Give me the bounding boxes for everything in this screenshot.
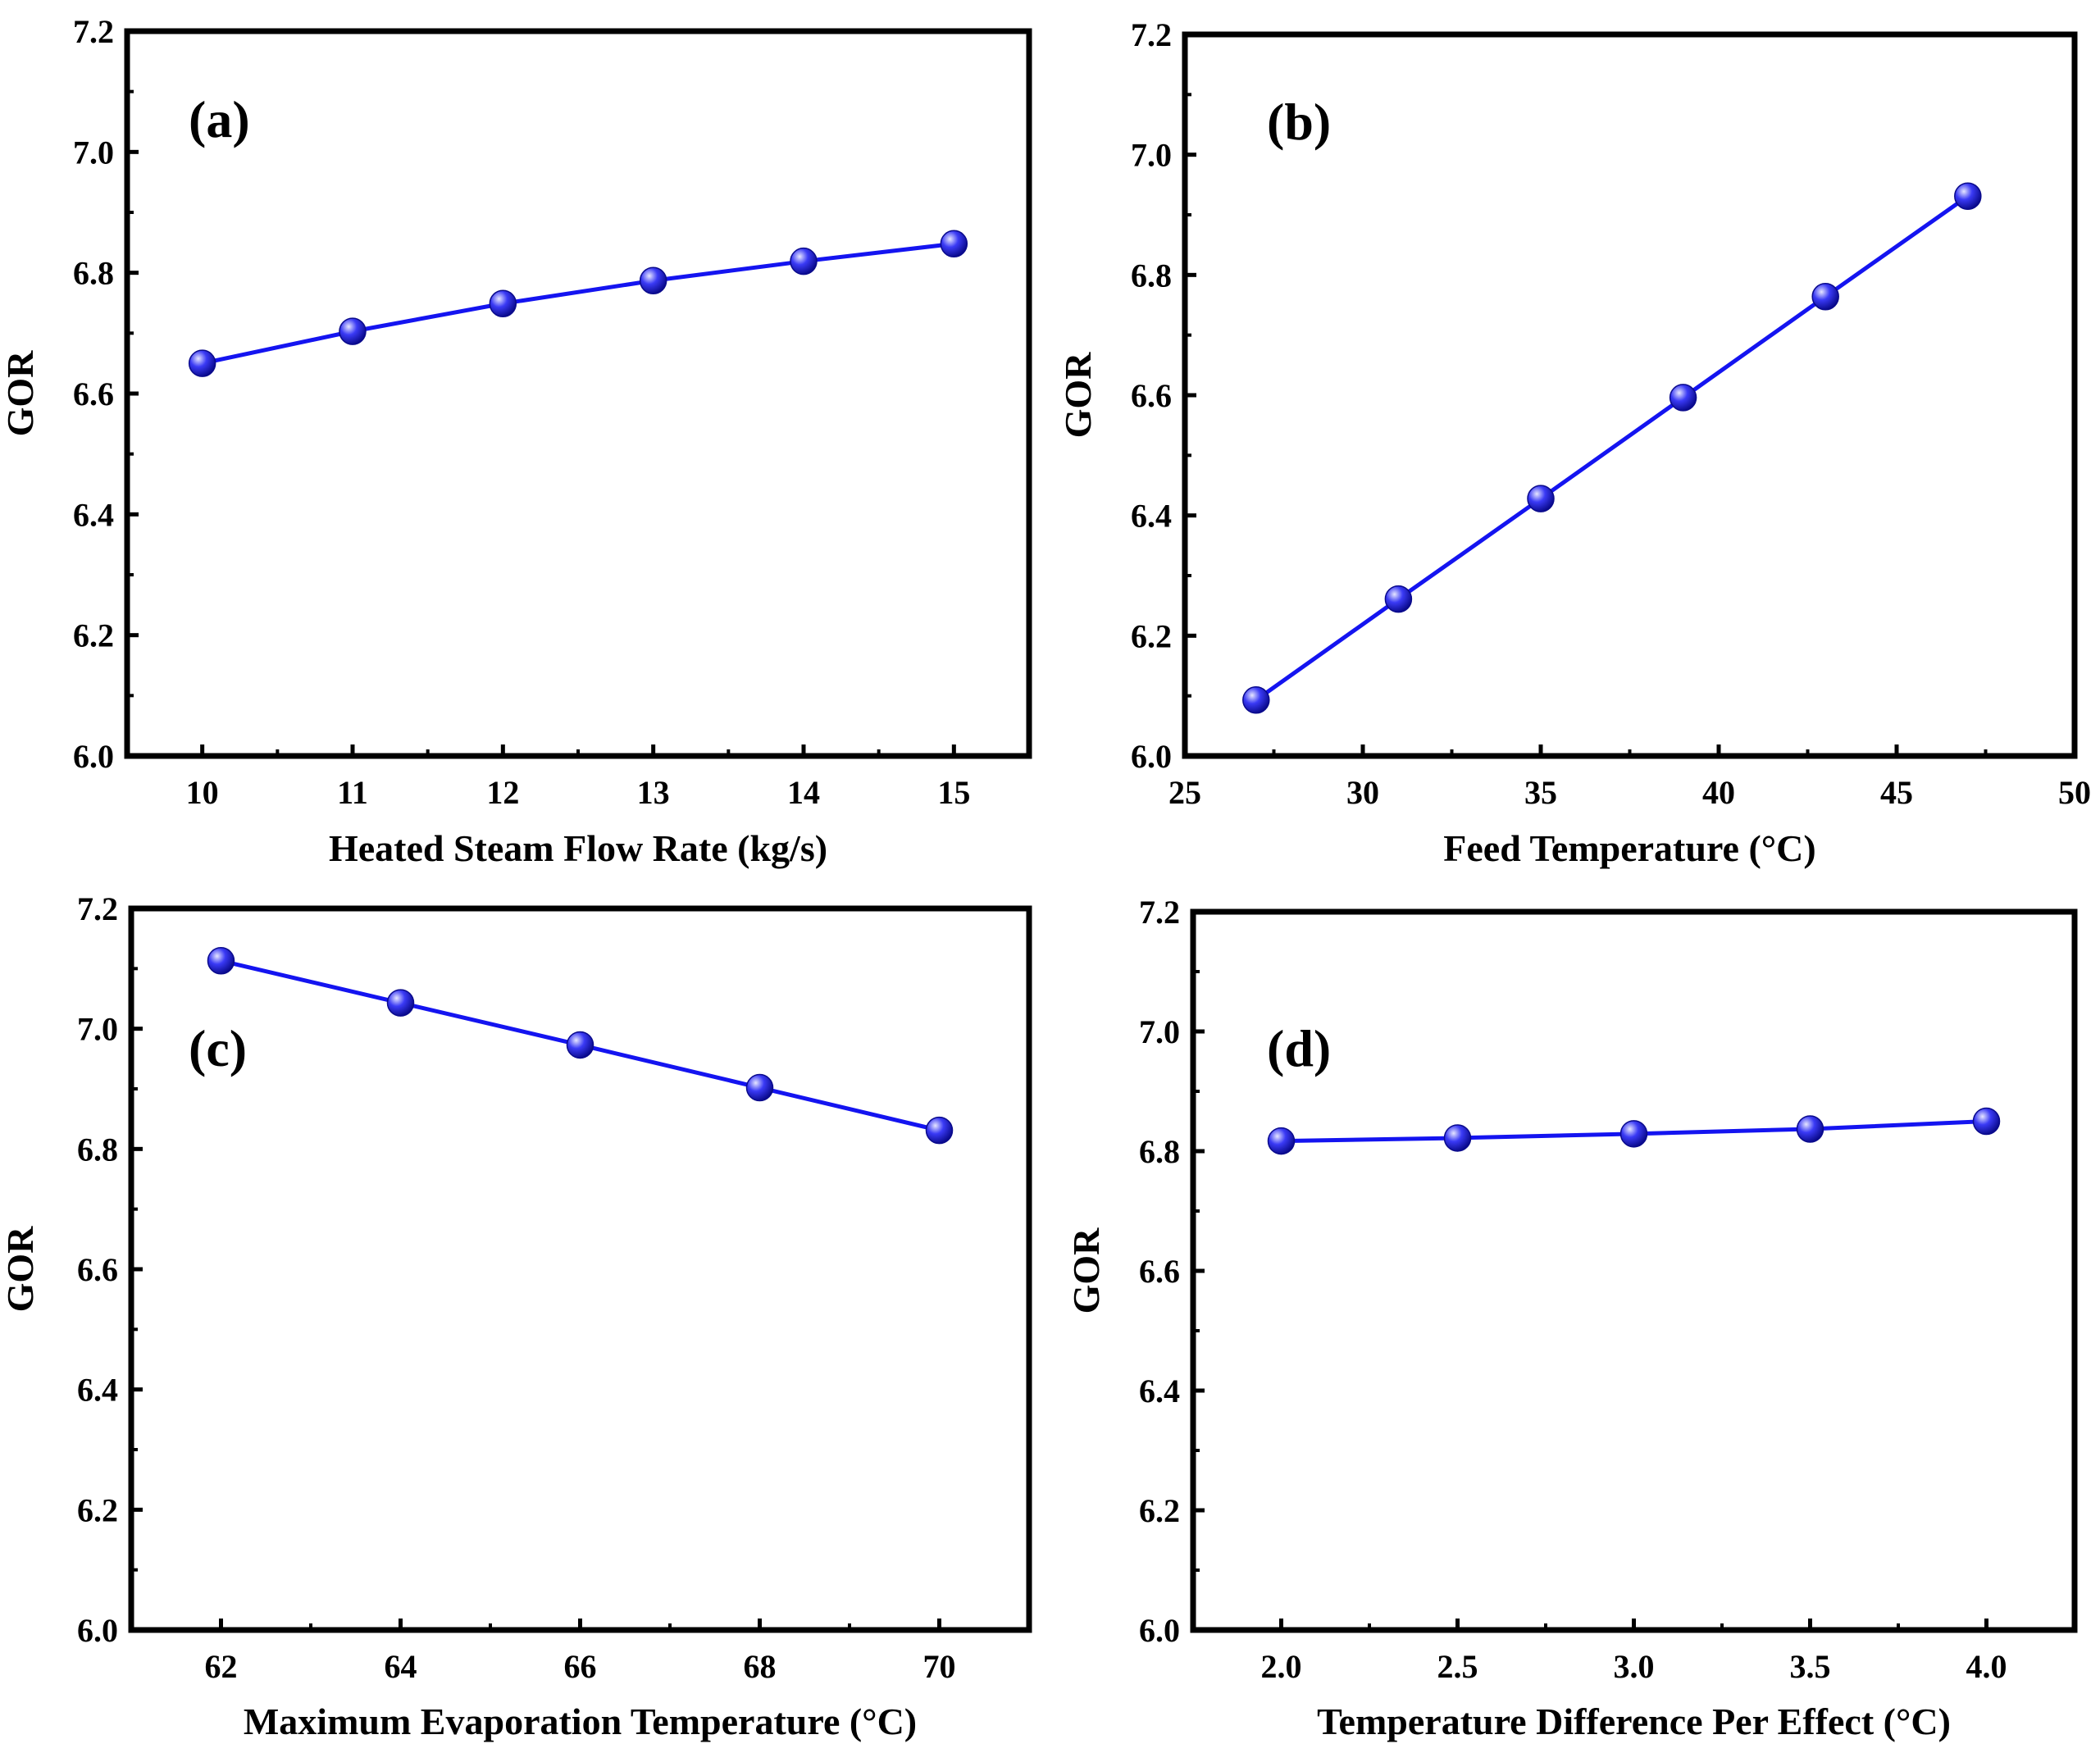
x-tick-label: 12 [486,774,519,811]
x-tick-label: 2.5 [1437,1648,1478,1685]
y-tick-label: 6.2 [73,617,114,654]
y-tick-label: 7.0 [1131,137,1172,174]
data-point [925,1116,954,1145]
plot-frame [124,28,1032,759]
x-tick-label: 66 [564,1648,597,1685]
data-point [566,1031,594,1059]
x-tick-label: 11 [337,774,368,811]
data-point [386,989,415,1017]
data-point [207,947,235,975]
y-tick-label: 7.2 [1131,16,1172,53]
data-point [1972,1107,2001,1136]
x-axis-label: Feed Temperature (°C) [1443,827,1815,869]
y-tick-label: 6.2 [1139,1492,1180,1529]
y-axis-label: GOR [1065,1227,1107,1314]
x-tick-label: 14 [787,774,820,811]
x-tick-label: 30 [1346,774,1379,811]
panel-label: (a) [189,90,250,148]
series-line [202,241,954,366]
x-tick-label: 3.0 [1614,1648,1655,1685]
y-tick-label: 7.0 [1139,1013,1180,1050]
y-tick-label: 7.2 [1139,894,1180,931]
y-tick-label: 6.0 [1139,1612,1180,1649]
y-axis-label: GOR [0,1226,41,1313]
y-tick-label: 6.2 [77,1491,118,1528]
data-point [1384,585,1413,613]
chart-panel-d: 6.0 6.2 6.4 6.6 6.8 7.0 7.2 2.0 2.5 3.0 3.5 4.0 Temp… [1065,894,2078,1742]
x-tick-label: 4.0 [1966,1648,2007,1685]
y-tick-label: 6.4 [1139,1373,1180,1409]
data-point [1954,182,1982,211]
y-tick-label: 6.8 [1131,257,1172,294]
y-tick-label: 7.0 [77,1011,118,1048]
panel-label: (b) [1267,93,1331,151]
y-axis-label: GOR [0,350,41,437]
y-tick-label: 6.4 [73,496,114,533]
data-point [1443,1124,1472,1152]
x-tick-label: 15 [937,774,970,811]
chart-panel-a: 6.0 6.2 6.4 6.6 6.8 7.0 7.2 10 11 12 13 14 15 Heated … [0,13,1032,869]
y-tick-label: 6.8 [73,255,114,292]
y-tick-label: 6.0 [1131,738,1172,775]
x-tick-label: 2.0 [1261,1648,1302,1685]
y-tick-label: 6.0 [77,1612,118,1649]
data-point [1669,384,1697,412]
x-tick-label: 13 [637,774,670,811]
y-tick-label: 6.4 [1131,498,1172,535]
data-point [639,266,667,294]
x-tick-label: 25 [1168,774,1201,811]
x-axis-label: Maximum Evaporation Temperature (°C) [244,1701,917,1742]
data-point [745,1073,774,1102]
plot-frame [128,905,1032,1633]
x-tick-label: 45 [1880,774,1913,811]
y-tick-label: 6.0 [73,738,114,775]
x-tick-label: 68 [744,1648,777,1685]
data-point [1796,1115,1824,1143]
y-tick-label: 6.6 [77,1251,118,1288]
y-tick-label: 6.8 [77,1131,118,1168]
y-tick-label: 6.8 [1139,1133,1180,1170]
data-point [1267,1127,1296,1155]
y-tick-label: 6.6 [1139,1253,1180,1290]
data-point [339,317,367,345]
x-axis-label: Temperature Difference Per Effect (°C) [1317,1701,1951,1742]
y-tick-label: 7.2 [73,13,114,50]
series-line [1255,194,1970,702]
data-point [790,247,818,275]
data-point [1527,485,1555,512]
x-tick-label: 64 [385,1648,417,1685]
y-tick-label: 7.0 [73,134,114,171]
x-tick-label: 10 [186,774,219,811]
data-point [940,230,968,258]
x-tick-label: 62 [205,1648,238,1685]
y-tick-label: 6.6 [1131,377,1172,414]
chart-panel-b: 6.0 6.2 6.4 6.6 6.8 7.0 7.2 25 30 35 40 45 50 Feed Te… [1057,16,2091,869]
x-tick-label: 50 [2058,774,2091,811]
data-point [489,289,517,317]
y-tick-label: 6.2 [1131,617,1172,654]
panel-label: (c) [189,1019,247,1077]
x-axis-label: Heated Steam Flow Rate (kg/s) [329,827,827,869]
x-tick-label: 40 [1702,774,1735,811]
panel-label: (d) [1267,1019,1331,1077]
y-tick-label: 6.6 [73,376,114,412]
x-tick-label: 3.5 [1790,1648,1831,1685]
y-tick-label: 6.4 [77,1372,118,1409]
y-axis-label: GOR [1057,352,1099,439]
data-point [188,349,216,377]
data-point [1811,282,1839,311]
data-point [1242,686,1270,714]
data-point [1619,1120,1648,1148]
x-tick-label: 70 [923,1648,956,1685]
x-tick-label: 35 [1524,774,1557,811]
y-tick-label: 7.2 [77,890,118,927]
